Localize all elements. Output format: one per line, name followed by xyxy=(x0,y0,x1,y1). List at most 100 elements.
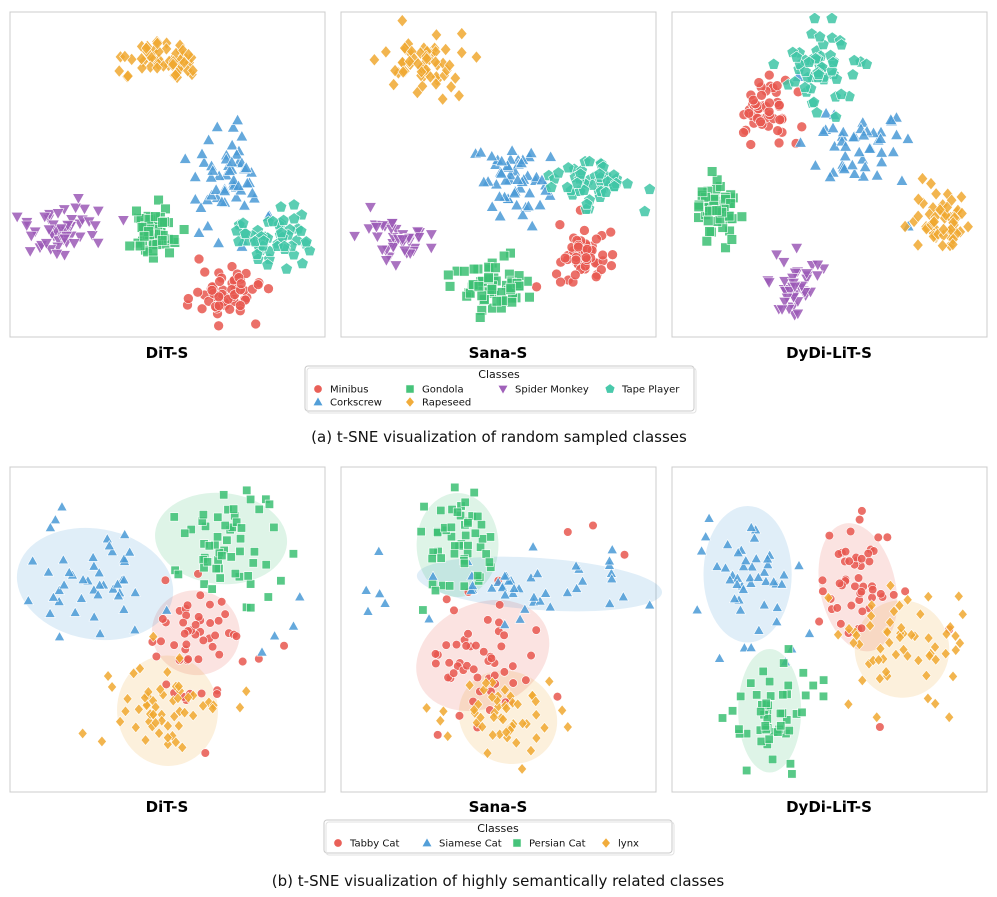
point-tape-player xyxy=(798,81,812,93)
point-corkscrew xyxy=(227,173,241,185)
point-tabby-cat xyxy=(444,658,454,668)
point-tabby-cat xyxy=(521,675,531,685)
point-rapeseed xyxy=(160,42,173,56)
point-lynx xyxy=(894,599,905,612)
legend-item-minibus: Minibus xyxy=(313,385,368,396)
point-persian-cat xyxy=(787,769,797,779)
point-minibus xyxy=(183,293,194,304)
point-tabby-cat xyxy=(863,548,873,559)
point-corkscrew xyxy=(229,190,243,203)
point-persian-cat xyxy=(248,558,258,568)
point-persian-cat xyxy=(246,603,256,613)
point-persian-cat xyxy=(784,726,794,736)
point-rapeseed xyxy=(389,63,401,78)
panel-b2: Sana-S xyxy=(340,466,663,816)
point-lynx xyxy=(481,677,492,689)
point-tabby-cat xyxy=(818,586,828,596)
point-siamese-cat xyxy=(744,572,756,583)
point-spider-monkey xyxy=(85,230,99,242)
point-lynx xyxy=(885,616,896,629)
point-persian-cat xyxy=(430,585,441,596)
legend-item-corkscrew: Corkscrew xyxy=(312,396,382,409)
point-lynx xyxy=(156,714,167,727)
point-siamese-cat xyxy=(129,586,141,597)
point-tabby-cat xyxy=(180,629,190,639)
point-tabby-cat xyxy=(552,692,563,702)
point-tabby-cat xyxy=(531,625,541,635)
point-lynx xyxy=(953,590,964,603)
point-siamese-cat xyxy=(691,603,703,615)
point-spider-monkey xyxy=(54,223,68,236)
point-lynx xyxy=(874,672,885,685)
point-spider-monkey xyxy=(38,211,52,224)
point-persian-cat xyxy=(215,573,225,583)
point-lynx xyxy=(207,702,218,715)
point-spider-monkey xyxy=(42,224,56,237)
point-siamese-cat xyxy=(499,589,511,600)
point-siamese-cat xyxy=(721,538,734,549)
diamond-icon xyxy=(405,396,415,408)
point-gondola xyxy=(490,262,501,273)
point-rapeseed xyxy=(456,26,468,41)
point-spider-monkey xyxy=(69,202,83,215)
point-tabby-cat xyxy=(231,631,242,641)
square-icon xyxy=(405,384,415,394)
point-minibus xyxy=(192,286,203,298)
point-tape-player xyxy=(257,234,270,247)
point-lynx xyxy=(530,695,541,708)
point-persian-cat xyxy=(819,675,829,685)
panel-title-b1: DiT-S xyxy=(146,798,189,816)
point-lynx xyxy=(234,701,245,714)
point-tabby-cat xyxy=(857,554,867,564)
point-tape-player xyxy=(813,30,827,43)
point-minibus xyxy=(555,276,566,288)
point-lynx xyxy=(174,652,185,664)
point-siamese-cat xyxy=(93,567,105,578)
point-persian-cat xyxy=(765,677,775,687)
point-rapeseed xyxy=(167,57,179,71)
point-persian-cat xyxy=(452,507,462,517)
point-lynx xyxy=(162,738,173,751)
triangle-up-icon xyxy=(421,837,433,847)
point-tape-player xyxy=(583,154,596,167)
point-rapeseed xyxy=(113,64,125,78)
point-lynx xyxy=(177,741,188,754)
point-lynx xyxy=(133,703,144,716)
point-tabby-cat xyxy=(882,532,892,542)
point-tabby-cat xyxy=(193,654,204,664)
point-spider-monkey xyxy=(398,245,412,258)
point-persian-cat xyxy=(264,499,274,509)
point-tape-player xyxy=(236,216,250,229)
point-siamese-cat xyxy=(69,606,81,617)
point-gondola xyxy=(157,217,168,228)
point-tabby-cat xyxy=(855,514,865,525)
point-lynx xyxy=(843,698,854,711)
point-spider-monkey xyxy=(778,276,792,288)
point-corkscrew xyxy=(839,139,853,152)
point-persian-cat xyxy=(419,502,429,512)
point-siamese-cat xyxy=(53,584,65,595)
point-siamese-cat xyxy=(778,569,790,580)
point-siamese-cat xyxy=(56,501,68,512)
point-lynx xyxy=(172,692,183,705)
point-tabby-cat xyxy=(161,679,171,690)
point-spider-monkey xyxy=(788,281,802,294)
point-spider-monkey xyxy=(370,222,383,234)
point-siamese-cat xyxy=(88,611,100,622)
point-tabby-cat xyxy=(508,678,518,688)
point-siamese-cat xyxy=(88,560,100,571)
point-persian-cat xyxy=(230,569,240,579)
point-siamese-cat xyxy=(793,559,805,570)
point-persian-cat xyxy=(236,523,247,533)
point-tabby-cat xyxy=(496,641,506,652)
point-lynx xyxy=(173,680,184,693)
point-minibus xyxy=(570,254,582,266)
point-corkscrew xyxy=(209,183,223,195)
point-siamese-cat xyxy=(570,560,582,571)
point-persian-cat xyxy=(746,678,756,688)
point-persian-cat xyxy=(756,736,766,746)
point-persian-cat xyxy=(219,490,229,500)
point-gondola xyxy=(524,292,535,303)
square-icon xyxy=(512,838,522,848)
point-persian-cat xyxy=(758,666,768,676)
